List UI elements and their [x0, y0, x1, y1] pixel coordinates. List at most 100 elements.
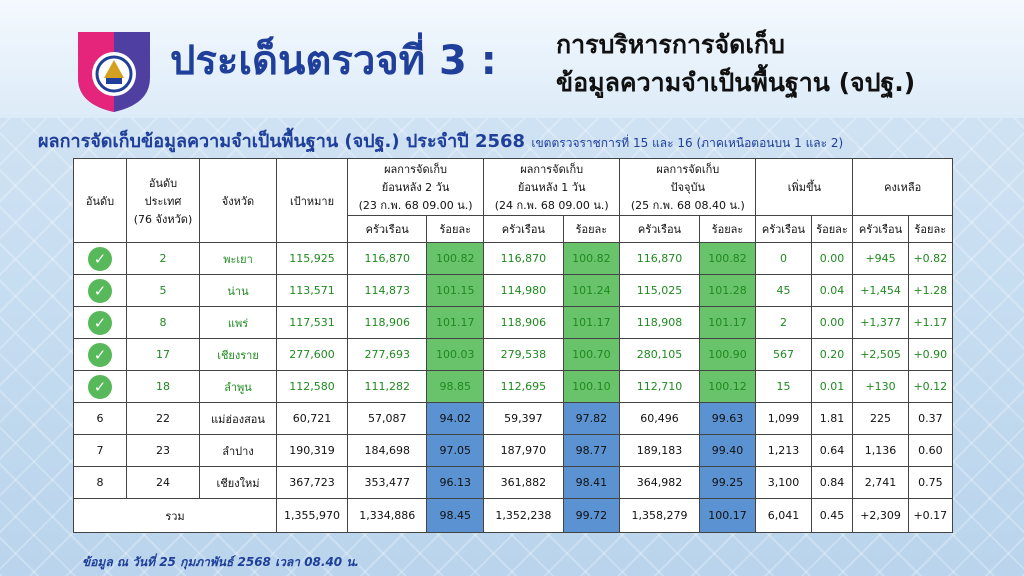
cell-national: 23 — [126, 434, 200, 467]
cell-inc-hh: 567 — [755, 338, 812, 371]
cell-province: เชียงใหม่ — [199, 466, 277, 499]
cell-rem-pct: +0.82 — [907, 242, 954, 275]
cell-rem-hh: +1,454 — [852, 274, 909, 307]
subheader-households: ครัวเรือน — [755, 215, 812, 243]
header-rank: อันดับ — [73, 158, 127, 243]
total-b1-hh: 1,352,238 — [483, 498, 564, 533]
subheader-households: ครัวเรือน — [852, 215, 909, 243]
cell-inc-hh: 2 — [755, 306, 812, 339]
cell-b2-pct: 101.15 — [426, 274, 485, 307]
cell-cur-pct: 99.25 — [698, 466, 757, 499]
subheader-households: ครัวเรือน — [619, 215, 700, 243]
check-icon: ✓ — [88, 246, 112, 271]
cell-b1-pct: 101.17 — [562, 306, 621, 339]
cell-b1-hh: 59,397 — [483, 402, 564, 435]
header-back-1-day: ผลการจัดเก็บ ย้อนหลัง 1 วัน (24 ก.พ. 68 … — [483, 158, 621, 216]
cell-province: แม่ฮ่องสอน — [199, 402, 277, 435]
rank-cell: 8 — [73, 466, 127, 499]
cell-inc-hh: 1,213 — [755, 434, 812, 467]
cell-inc-pct: 0.00 — [810, 242, 854, 275]
cell-b2-hh: 111,282 — [346, 370, 428, 403]
section-heading-main: ผลการจัดเก็บข้อมูลความจำเป็นพื้นฐาน (จปฐ… — [38, 131, 526, 152]
cell-cur-hh: 189,183 — [619, 434, 700, 467]
cell-cur-hh: 118,908 — [619, 306, 700, 339]
cell-province: ลำปาง — [199, 434, 277, 467]
total-b2-pct: 98.45 — [426, 498, 485, 533]
total-cur-hh: 1,358,279 — [619, 498, 700, 533]
table-row: 7 23 ลำปาง 190,319 184,698 97.05 187,970 98.77 1… — [73, 434, 954, 467]
subheader-percent: ร้อยละ — [810, 215, 854, 243]
rank-cell: ✓ — [73, 370, 127, 403]
header-target: เป้าหมาย — [276, 158, 348, 243]
cell-b2-pct: 94.02 — [426, 402, 485, 435]
total-inc-hh: 6,041 — [755, 498, 812, 533]
cell-province: เชียงราย — [199, 338, 277, 371]
cell-cur-pct: 99.63 — [698, 402, 757, 435]
cell-rem-hh: +945 — [852, 242, 909, 275]
table-row: ✓ 18 ลำพูน 112,580 111,282 98.85 112,695 100.10… — [73, 370, 954, 403]
table-row: ✓ 17 เชียงราย 277,600 277,693 100.03 279,538 10… — [73, 338, 954, 371]
cell-province: แพร่ — [199, 306, 277, 339]
cell-b2-pct: 97.05 — [426, 434, 485, 467]
subheader-percent: ร้อยละ — [426, 215, 485, 243]
cell-b1-pct: 98.41 — [562, 466, 621, 499]
cell-b1-pct: 97.82 — [562, 402, 621, 435]
cell-national: 18 — [126, 370, 200, 403]
cell-cur-hh: 112,710 — [619, 370, 700, 403]
cell-rem-hh: +2,505 — [852, 338, 909, 371]
cell-target: 117,531 — [276, 306, 348, 339]
cell-b2-pct: 96.13 — [426, 466, 485, 499]
cell-b2-pct: 98.85 — [426, 370, 485, 403]
cell-b1-hh: 112,695 — [483, 370, 564, 403]
page-subtitle: การบริหารการจัดเก็บ ข้อมูลความจำเป็นพื้น… — [556, 26, 915, 102]
cell-inc-hh: 3,100 — [755, 466, 812, 499]
rank-cell: ✓ — [73, 306, 127, 339]
cell-inc-pct: 0.64 — [810, 434, 854, 467]
cell-rem-hh: 2,741 — [852, 466, 909, 499]
cell-inc-pct: 0.00 — [810, 306, 854, 339]
cell-cur-pct: 100.12 — [698, 370, 757, 403]
table-row: ✓ 8 แพร่ 117,531 118,906 101.17 118,906 101.17 1… — [73, 306, 954, 339]
subheader-households: ครัวเรือน — [346, 215, 428, 243]
cell-inc-hh: 15 — [755, 370, 812, 403]
cell-inc-pct: 0.84 — [810, 466, 854, 499]
cell-cur-pct: 99.40 — [698, 434, 757, 467]
cell-b2-hh: 184,698 — [346, 434, 428, 467]
cell-target: 367,723 — [276, 466, 348, 499]
subtitle-line-1: การบริหารการจัดเก็บ — [556, 30, 785, 59]
header-back-2-days: ผลการจัดเก็บ ย้อนหลัง 2 วัน (23 ก.พ. 68 … — [346, 158, 485, 216]
cell-inc-pct: 0.01 — [810, 370, 854, 403]
cell-target: 115,925 — [276, 242, 348, 275]
total-label: รวม — [73, 498, 277, 533]
cell-province: น่าน — [199, 274, 277, 307]
cell-inc-hh: 45 — [755, 274, 812, 307]
cell-national: 24 — [126, 466, 200, 499]
cell-target: 112,580 — [276, 370, 348, 403]
cell-cur-hh: 364,982 — [619, 466, 700, 499]
cell-target: 60,721 — [276, 402, 348, 435]
cell-cur-pct: 100.90 — [698, 338, 757, 371]
cell-b2-pct: 100.03 — [426, 338, 485, 371]
table-row: ✓ 2 พะเยา 115,925 116,870 100.82 116,870 100.82… — [73, 242, 954, 275]
cell-national: 17 — [126, 338, 200, 371]
header-national-rank: อันดับ ประเทศ (76 จังหวัด) — [126, 158, 200, 243]
cell-b1-hh: 361,882 — [483, 466, 564, 499]
cell-b1-hh: 187,970 — [483, 434, 564, 467]
cell-cur-hh: 280,105 — [619, 338, 700, 371]
cell-inc-hh: 1,099 — [755, 402, 812, 435]
cell-b2-hh: 57,087 — [346, 402, 428, 435]
cell-rem-pct: +0.12 — [907, 370, 954, 403]
cell-target: 190,319 — [276, 434, 348, 467]
cell-target: 277,600 — [276, 338, 348, 371]
table-body: ✓ 2 พะเยา 115,925 116,870 100.82 116,870 100.82… — [73, 242, 954, 533]
collection-results-table: อันดับ อันดับ ประเทศ (76 จังหวัด) จังหวั… — [73, 158, 954, 533]
agency-logo — [78, 32, 150, 112]
cell-b1-hh: 118,906 — [483, 306, 564, 339]
section-heading-detail: เขตตรวจราชการที่ 15 และ 16 (ภาคเหนือตอนบ… — [531, 136, 844, 150]
cell-target: 113,571 — [276, 274, 348, 307]
cell-rem-pct: +1.17 — [907, 306, 954, 339]
cell-rem-pct: 0.37 — [907, 402, 954, 435]
cell-rem-hh: +1,377 — [852, 306, 909, 339]
cell-inc-pct: 0.20 — [810, 338, 854, 371]
header-band — [0, 0, 1024, 118]
